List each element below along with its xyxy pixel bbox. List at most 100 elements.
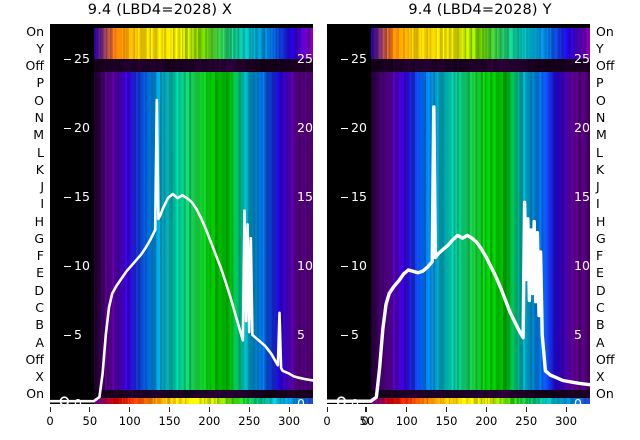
panel-y: 9.4 (LBD4=2028) Y 25 25 20 20 15 15 10 10 5 5 0 0 On… bbox=[320, 0, 640, 440]
x-tick-200: 200 bbox=[189, 407, 229, 428]
x-tick-250: 250 bbox=[506, 407, 546, 428]
y-tick-label-right: 5 bbox=[574, 326, 582, 342]
y-tick-label-right: 20 bbox=[574, 119, 590, 135]
y-tick-right-15: 15 bbox=[297, 190, 313, 204]
y-tick-label: 5 bbox=[74, 326, 82, 342]
x-tick-overflow: 0 bbox=[345, 407, 385, 428]
category-label-g-12: G bbox=[596, 230, 606, 246]
category-label-n-5: N bbox=[34, 110, 44, 125]
category-label-i-10: I bbox=[40, 196, 44, 212]
panel-y-title: 9.4 (LBD4=2028) Y bbox=[408, 2, 552, 18]
x-tick-200: 200 bbox=[466, 407, 506, 428]
category-label-on-0: On bbox=[596, 23, 614, 39]
y-tick-label: 20 bbox=[74, 119, 90, 135]
x-tick-100: 100 bbox=[110, 407, 150, 428]
category-label-e-14: E bbox=[596, 265, 604, 281]
heatmap-gap-1 bbox=[93, 390, 313, 399]
category-label-j-9: J bbox=[596, 179, 600, 195]
profile-trace bbox=[50, 98, 313, 404]
x-tick-300: 300 bbox=[269, 407, 309, 428]
y-tick-label-right: 10 bbox=[574, 257, 590, 273]
x-tick-label: 50 bbox=[82, 414, 98, 428]
y-tick-right-15: 15 bbox=[574, 188, 590, 204]
category-label-m-6: M bbox=[596, 127, 607, 143]
y-tick-5: 5 bbox=[341, 326, 359, 342]
category-label-h-11: H bbox=[596, 213, 606, 229]
y-tick-label: 25 bbox=[351, 50, 367, 66]
y-tick-label-right: 15 bbox=[574, 188, 590, 204]
y-tick-label-right: 0 bbox=[297, 396, 305, 404]
x-tick-label: 50 bbox=[359, 414, 375, 428]
x-tick-mark bbox=[446, 407, 448, 412]
y-tick-right-0: 0 bbox=[574, 396, 582, 404]
category-label-j-9: J bbox=[40, 179, 44, 195]
category-label-on-21: On bbox=[26, 386, 44, 402]
plot-area[interactable]: 25 25 20 20 15 15 10 10 5 5 0 0 bbox=[327, 24, 590, 404]
y-tick-0: 0 bbox=[341, 397, 359, 404]
y-tick-label: 10 bbox=[351, 257, 367, 273]
x-tick-50: 50 bbox=[70, 407, 110, 428]
x-tick-mark bbox=[485, 407, 487, 412]
category-label-d-15: D bbox=[34, 282, 44, 298]
x-tick-label: 0 bbox=[46, 414, 54, 428]
y-tick-right-25: 25 bbox=[297, 50, 313, 66]
y-tick-25: 25 bbox=[341, 50, 367, 66]
x-tick-250: 250 bbox=[229, 407, 269, 428]
category-label-l-7: L bbox=[596, 144, 603, 160]
category-label-off-19: Off bbox=[596, 351, 615, 367]
x-tick-label: 300 bbox=[278, 414, 301, 428]
category-label-m-6: M bbox=[33, 127, 44, 143]
x-tick-label: 250 bbox=[238, 414, 261, 428]
x-tick-100: 100 bbox=[387, 407, 427, 428]
y-tick-15: 15 bbox=[64, 190, 90, 204]
category-label-i-10: I bbox=[596, 196, 600, 212]
origin-marker-x bbox=[59, 396, 70, 404]
x-tick-mark bbox=[208, 407, 210, 412]
x-tick-label: 200 bbox=[198, 414, 221, 428]
x-tick-label: 100 bbox=[395, 414, 418, 428]
category-label-y-1: Y bbox=[36, 40, 44, 56]
x-tick-label: 100 bbox=[118, 414, 141, 428]
y-tick-right-0: 0 bbox=[297, 396, 305, 404]
y-tick-right-20: 20 bbox=[574, 119, 590, 135]
category-label-b-17: B bbox=[596, 317, 605, 333]
x-tick-mark bbox=[169, 407, 171, 412]
x-tick-label: 0 bbox=[323, 414, 331, 428]
category-label-c-16: C bbox=[596, 300, 605, 315]
y-tick-0: 0 bbox=[64, 397, 82, 404]
x-axis: 0 50 100 150 200 250 300 bbox=[323, 407, 590, 437]
heatmap-band-top-strip bbox=[93, 28, 313, 59]
x-tick-150: 150 bbox=[150, 407, 190, 428]
y-tick-label-right: 0 bbox=[574, 396, 582, 404]
category-label-off-19: Off bbox=[25, 351, 44, 367]
category-label-h-11: H bbox=[34, 213, 44, 229]
x-tick-50: 50 bbox=[347, 407, 387, 428]
y-tick-5: 5 bbox=[64, 326, 82, 342]
plot-area[interactable]: 25 25 20 20 15 15 10 10 5 5 0 0 bbox=[50, 24, 313, 404]
y-tick-right-5: 5 bbox=[297, 328, 305, 342]
y-tick-label-right: 25 bbox=[297, 50, 313, 66]
x-tick-label: 200 bbox=[475, 414, 498, 428]
x-tick-mark bbox=[129, 407, 131, 412]
y-tick-right-5: 5 bbox=[574, 326, 582, 342]
x-tick-mark bbox=[326, 407, 328, 412]
category-label-o-4: O bbox=[34, 92, 44, 108]
heatmap-gap-0 bbox=[93, 58, 313, 73]
y-tick-label-right: 25 bbox=[574, 50, 590, 66]
category-label-d-15: D bbox=[596, 282, 606, 298]
category-label-k-8: K bbox=[596, 161, 605, 177]
y-tick-label-right: 10 bbox=[297, 257, 313, 273]
heatmap-band-bottom-strip bbox=[370, 398, 590, 404]
x-tick-label: 250 bbox=[515, 414, 538, 428]
y-tick-label: 5 bbox=[351, 326, 359, 342]
x-tick-label: 150 bbox=[435, 414, 458, 428]
category-label-x-20: X bbox=[35, 369, 44, 385]
x-tick-mark bbox=[288, 407, 290, 412]
x-tick-mark bbox=[49, 407, 51, 412]
profile-trace bbox=[327, 105, 590, 404]
x-tick-mark bbox=[366, 407, 368, 412]
heatmap-band-bottom-strip bbox=[93, 398, 313, 404]
x-tick-label: 300 bbox=[555, 414, 578, 428]
category-label-a-18: A bbox=[35, 334, 44, 350]
